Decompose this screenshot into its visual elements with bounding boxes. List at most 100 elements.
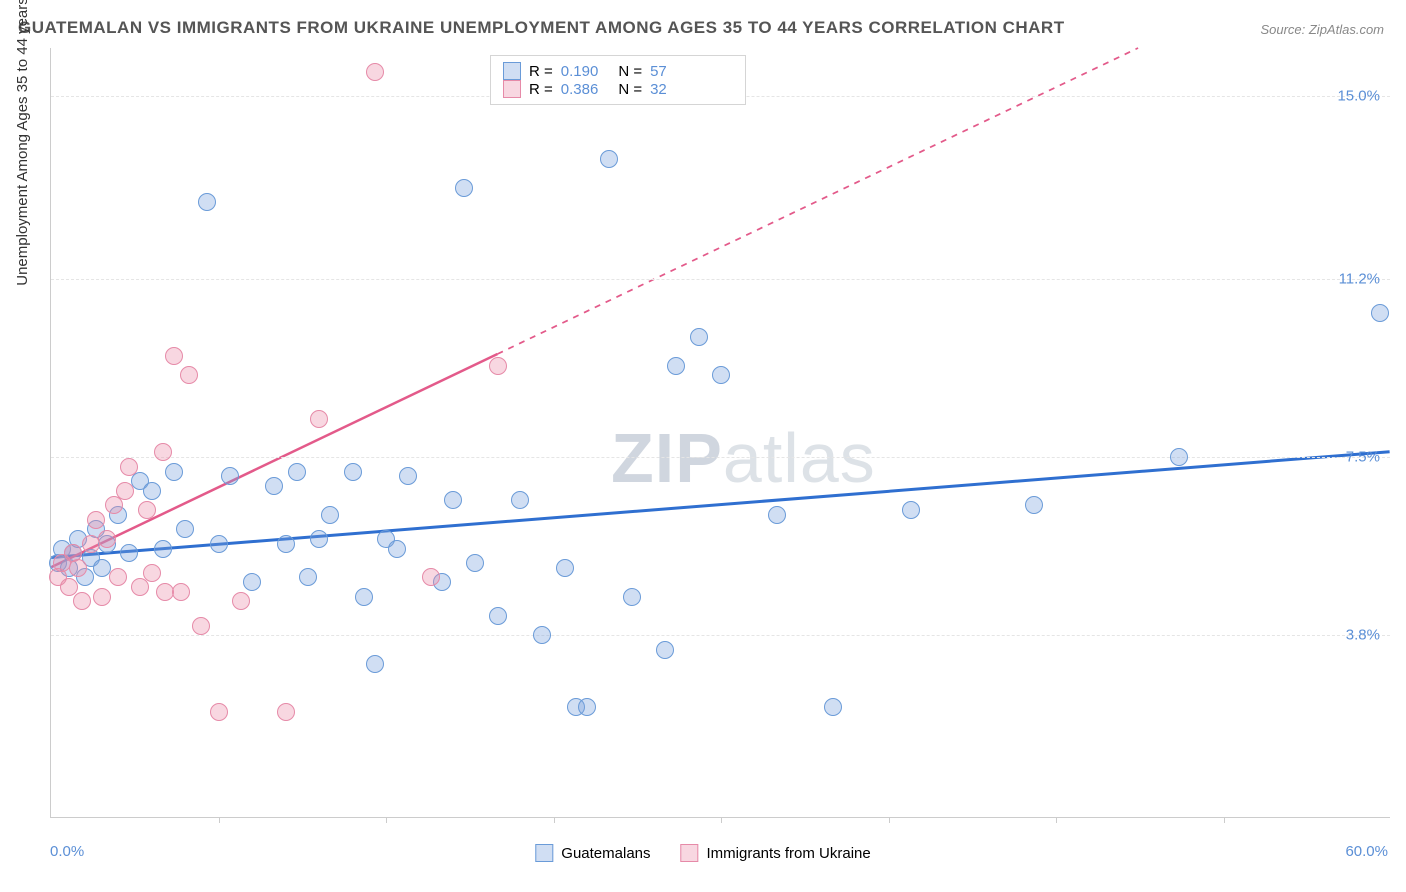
data-point-guatemalans [210, 535, 228, 553]
data-point-ukraine [138, 501, 156, 519]
data-point-ukraine [154, 443, 172, 461]
y-axis-title: Unemployment Among Ages 35 to 44 years [14, 0, 31, 286]
data-point-guatemalans [690, 328, 708, 346]
data-point-ukraine [277, 703, 295, 721]
data-point-guatemalans [824, 698, 842, 716]
r-label: R = [529, 81, 553, 98]
r-value-ukraine: 0.386 [561, 81, 599, 98]
data-point-guatemalans [667, 357, 685, 375]
data-point-ukraine [422, 568, 440, 586]
data-point-guatemalans [176, 520, 194, 538]
legend-item-ukraine: Immigrants from Ukraine [681, 844, 871, 862]
data-point-guatemalans [366, 655, 384, 673]
data-point-ukraine [180, 366, 198, 384]
r-label: R = [529, 63, 553, 80]
data-point-guatemalans [600, 150, 618, 168]
data-point-ukraine [116, 482, 134, 500]
data-point-guatemalans [344, 463, 362, 481]
data-point-ukraine [87, 511, 105, 529]
data-point-guatemalans [355, 588, 373, 606]
data-point-guatemalans [623, 588, 641, 606]
data-point-guatemalans [165, 463, 183, 481]
data-point-ukraine [165, 347, 183, 365]
data-point-guatemalans [444, 491, 462, 509]
data-point-ukraine [109, 568, 127, 586]
y-tick-label: 11.2% [1339, 271, 1380, 288]
y-tick-label: 3.8% [1346, 627, 1380, 644]
stats-row-guatemalans: R = 0.190 N = 57 [503, 62, 733, 80]
legend-label-guatemalans: Guatemalans [561, 845, 650, 862]
data-point-guatemalans [120, 544, 138, 562]
data-point-guatemalans [265, 477, 283, 495]
data-point-ukraine [232, 592, 250, 610]
chart-container: GUATEMALAN VS IMMIGRANTS FROM UKRAINE UN… [0, 0, 1406, 892]
data-point-guatemalans [243, 573, 261, 591]
x-tick [1224, 817, 1225, 823]
x-tick [219, 817, 220, 823]
trend-lines-layer [51, 48, 1390, 817]
data-point-ukraine [172, 583, 190, 601]
stats-legend: R = 0.190 N = 57 R = 0.386 N = 32 [490, 55, 746, 105]
n-label: N = [618, 81, 642, 98]
data-point-ukraine [98, 530, 116, 548]
trend-line-guatemalans [51, 452, 1389, 558]
swatch-guatemalans-bottom [535, 844, 553, 862]
x-tick [721, 817, 722, 823]
data-point-guatemalans [221, 467, 239, 485]
x-tick [386, 817, 387, 823]
stats-row-ukraine: R = 0.386 N = 32 [503, 80, 733, 98]
data-point-ukraine [69, 559, 87, 577]
data-point-ukraine [310, 410, 328, 428]
data-point-guatemalans [299, 568, 317, 586]
gridline-h [51, 279, 1390, 280]
gridline-h [51, 635, 1390, 636]
trend-line-ukraine [51, 354, 497, 567]
x-tick [1056, 817, 1057, 823]
plot-area: ZIPatlas 3.8%7.5%11.2%15.0% [50, 48, 1390, 818]
data-point-guatemalans [1025, 496, 1043, 514]
source-citation: Source: ZipAtlas.com [1260, 22, 1384, 37]
n-value-guatemalans: 57 [650, 63, 667, 80]
data-point-guatemalans [902, 501, 920, 519]
x-min-label: 0.0% [50, 843, 84, 860]
data-point-ukraine [73, 592, 91, 610]
legend-label-ukraine: Immigrants from Ukraine [707, 845, 871, 862]
y-tick-label: 15.0% [1337, 88, 1380, 105]
data-point-ukraine [489, 357, 507, 375]
data-point-guatemalans [388, 540, 406, 558]
data-point-guatemalans [466, 554, 484, 572]
data-point-ukraine [192, 617, 210, 635]
data-point-guatemalans [277, 535, 295, 553]
data-point-guatemalans [489, 607, 507, 625]
data-point-guatemalans [1371, 304, 1389, 322]
legend-item-guatemalans: Guatemalans [535, 844, 650, 862]
n-value-ukraine: 32 [650, 81, 667, 98]
chart-title: GUATEMALAN VS IMMIGRANTS FROM UKRAINE UN… [18, 18, 1065, 38]
data-point-guatemalans [768, 506, 786, 524]
data-point-ukraine [210, 703, 228, 721]
x-tick [889, 817, 890, 823]
data-point-guatemalans [533, 626, 551, 644]
data-point-guatemalans [321, 506, 339, 524]
data-point-guatemalans [511, 491, 529, 509]
data-point-guatemalans [143, 482, 161, 500]
r-value-guatemalans: 0.190 [561, 63, 599, 80]
swatch-ukraine-bottom [681, 844, 699, 862]
data-point-guatemalans [455, 179, 473, 197]
data-point-guatemalans [399, 467, 417, 485]
data-point-ukraine [120, 458, 138, 476]
data-point-ukraine [143, 564, 161, 582]
n-label: N = [618, 63, 642, 80]
data-point-ukraine [131, 578, 149, 596]
data-point-ukraine [93, 588, 111, 606]
data-point-guatemalans [556, 559, 574, 577]
data-point-ukraine [60, 578, 78, 596]
data-point-guatemalans [288, 463, 306, 481]
gridline-h [51, 457, 1390, 458]
data-point-guatemalans [578, 698, 596, 716]
data-point-guatemalans [198, 193, 216, 211]
data-point-guatemalans [712, 366, 730, 384]
x-max-label: 60.0% [1345, 843, 1388, 860]
data-point-guatemalans [656, 641, 674, 659]
series-legend: Guatemalans Immigrants from Ukraine [535, 844, 870, 862]
